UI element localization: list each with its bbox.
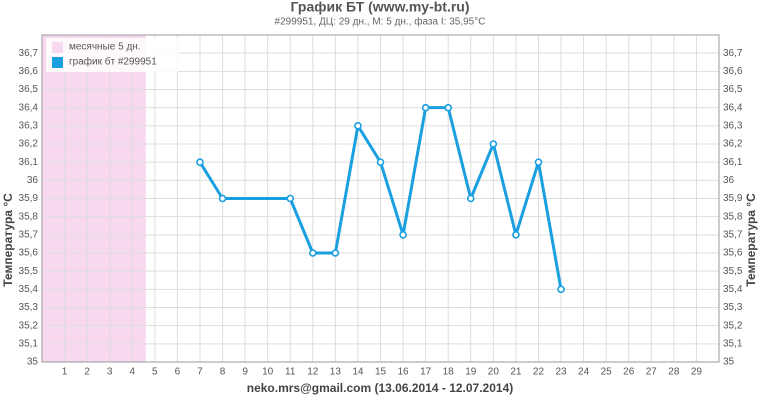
legend-swatch — [52, 42, 63, 53]
y-axis-title: Температура °C — [1, 193, 15, 287]
y-tick-label-right: 36,1 — [723, 157, 743, 168]
y-tick-label: 35,7 — [19, 229, 39, 240]
y-tick-label-right: 35,8 — [723, 211, 743, 222]
x-tick-label: 13 — [330, 367, 342, 378]
y-tick-label: 35,5 — [19, 266, 39, 277]
data-point — [557, 285, 565, 294]
x-axis-title: neko.mrs@gmail.com (13.06.2014 - 12.07.2… — [247, 381, 514, 395]
y-tick-label-right: 35,5 — [723, 266, 743, 277]
x-tick-label: 6 — [175, 367, 181, 378]
y-tick-label-right: 36,4 — [723, 102, 743, 113]
x-tick-label: 22 — [533, 367, 545, 378]
legend-label: график бт #299951 — [69, 56, 157, 68]
x-tick-label: 4 — [129, 367, 135, 378]
data-point — [399, 231, 407, 239]
x-tick-label: 15 — [375, 367, 387, 378]
data-point — [512, 231, 520, 239]
y-tick-label: 35,6 — [19, 248, 39, 259]
y-tick-label-right: 35,1 — [723, 338, 743, 349]
y-tick-label: 36,4 — [19, 102, 39, 113]
data-point — [534, 158, 543, 166]
x-tick-label: 1 — [62, 367, 68, 378]
x-tick-label: 28 — [668, 367, 680, 378]
x-tick-label: 12 — [307, 367, 319, 378]
y-tick-label-right: 35 — [723, 357, 735, 368]
y-tick-label: 36,5 — [19, 84, 39, 95]
x-tick-label: 17 — [420, 367, 432, 378]
y-tick-label: 36,6 — [19, 66, 39, 77]
x-tick-label: 9 — [242, 367, 248, 378]
y-axis-title-right: Температура °C — [744, 193, 758, 287]
x-tick-label: 20 — [488, 367, 500, 378]
y-tick-label: 35,4 — [19, 284, 39, 295]
plot-frame — [41, 34, 720, 363]
legend-swatch — [52, 57, 63, 68]
x-tick-label: 23 — [555, 367, 567, 378]
data-point — [218, 194, 227, 203]
y-tick-label-right: 35,7 — [723, 229, 743, 240]
y-tick-label: 36,7 — [19, 48, 39, 59]
legend-label: месячные 5 дн. — [69, 42, 141, 53]
y-tick-label: 35,1 — [19, 338, 39, 349]
legend: месячные 5 дн. график бт #299951 — [46, 38, 178, 72]
data-point — [376, 158, 385, 166]
y-tick-label-right: 35,4 — [723, 284, 743, 295]
data-point — [196, 158, 204, 166]
x-tick-label: 8 — [220, 367, 226, 378]
x-tick-label: 29 — [691, 367, 703, 378]
y-tick-label-right: 36 — [723, 175, 735, 186]
y-tick-label: 36,2 — [19, 139, 39, 150]
x-tick-label: 10 — [262, 367, 274, 378]
data-point — [466, 194, 475, 203]
x-tick-label: 26 — [623, 367, 635, 378]
y-tick-label: 36,1 — [19, 157, 39, 168]
data-point — [421, 103, 430, 112]
y-tick-label: 35,8 — [19, 211, 39, 222]
y-tick-label: 36 — [27, 175, 39, 186]
y-tick-label-right: 35,3 — [723, 302, 743, 313]
y-tick-label-right: 35,9 — [723, 193, 743, 204]
y-tick-label-right: 36,5 — [723, 84, 743, 95]
x-tick-label: 18 — [443, 367, 455, 378]
data-point — [308, 249, 317, 257]
data-point — [489, 140, 498, 148]
y-tick-label-right: 35,2 — [723, 320, 743, 331]
y-tick-label: 35,3 — [19, 302, 39, 313]
y-tick-label: 35 — [27, 357, 39, 368]
y-tick-label: 35,9 — [19, 193, 39, 204]
chart-subtitle: #299951, ДЦ: 29 дн., М: 5 дн., фаза I: 3… — [275, 16, 486, 28]
data-point — [354, 122, 362, 130]
x-tick-label: 27 — [646, 367, 658, 378]
x-tick-label: 3 — [107, 367, 113, 378]
x-tick-label: 25 — [601, 367, 613, 378]
y-tick-label-right: 36,3 — [723, 120, 743, 131]
data-point — [331, 249, 340, 257]
x-tick-label: 2 — [84, 367, 90, 378]
x-tick-label: 5 — [152, 367, 158, 378]
x-tick-label: 21 — [510, 367, 522, 378]
y-tick-label: 35,2 — [19, 320, 39, 331]
chart-title: График БТ (www.my-bt.ru) — [290, 0, 469, 15]
x-tick-label: 24 — [578, 367, 590, 378]
x-tick-label: 19 — [465, 367, 477, 378]
x-tick-label: 16 — [398, 367, 410, 378]
y-tick-label-right: 36,6 — [723, 66, 743, 77]
y-tick-label-right: 36,2 — [723, 139, 743, 150]
legend-box — [46, 38, 178, 72]
x-tick-label: 14 — [352, 367, 364, 378]
x-tick-label: 7 — [197, 367, 203, 378]
y-tick-label-right: 36,7 — [723, 48, 743, 59]
y-tick-label: 36,3 — [19, 120, 39, 131]
data-point — [286, 194, 295, 203]
x-tick-label: 11 — [285, 367, 296, 378]
y-tick-label-right: 35,6 — [723, 248, 743, 259]
data-point — [444, 103, 453, 112]
